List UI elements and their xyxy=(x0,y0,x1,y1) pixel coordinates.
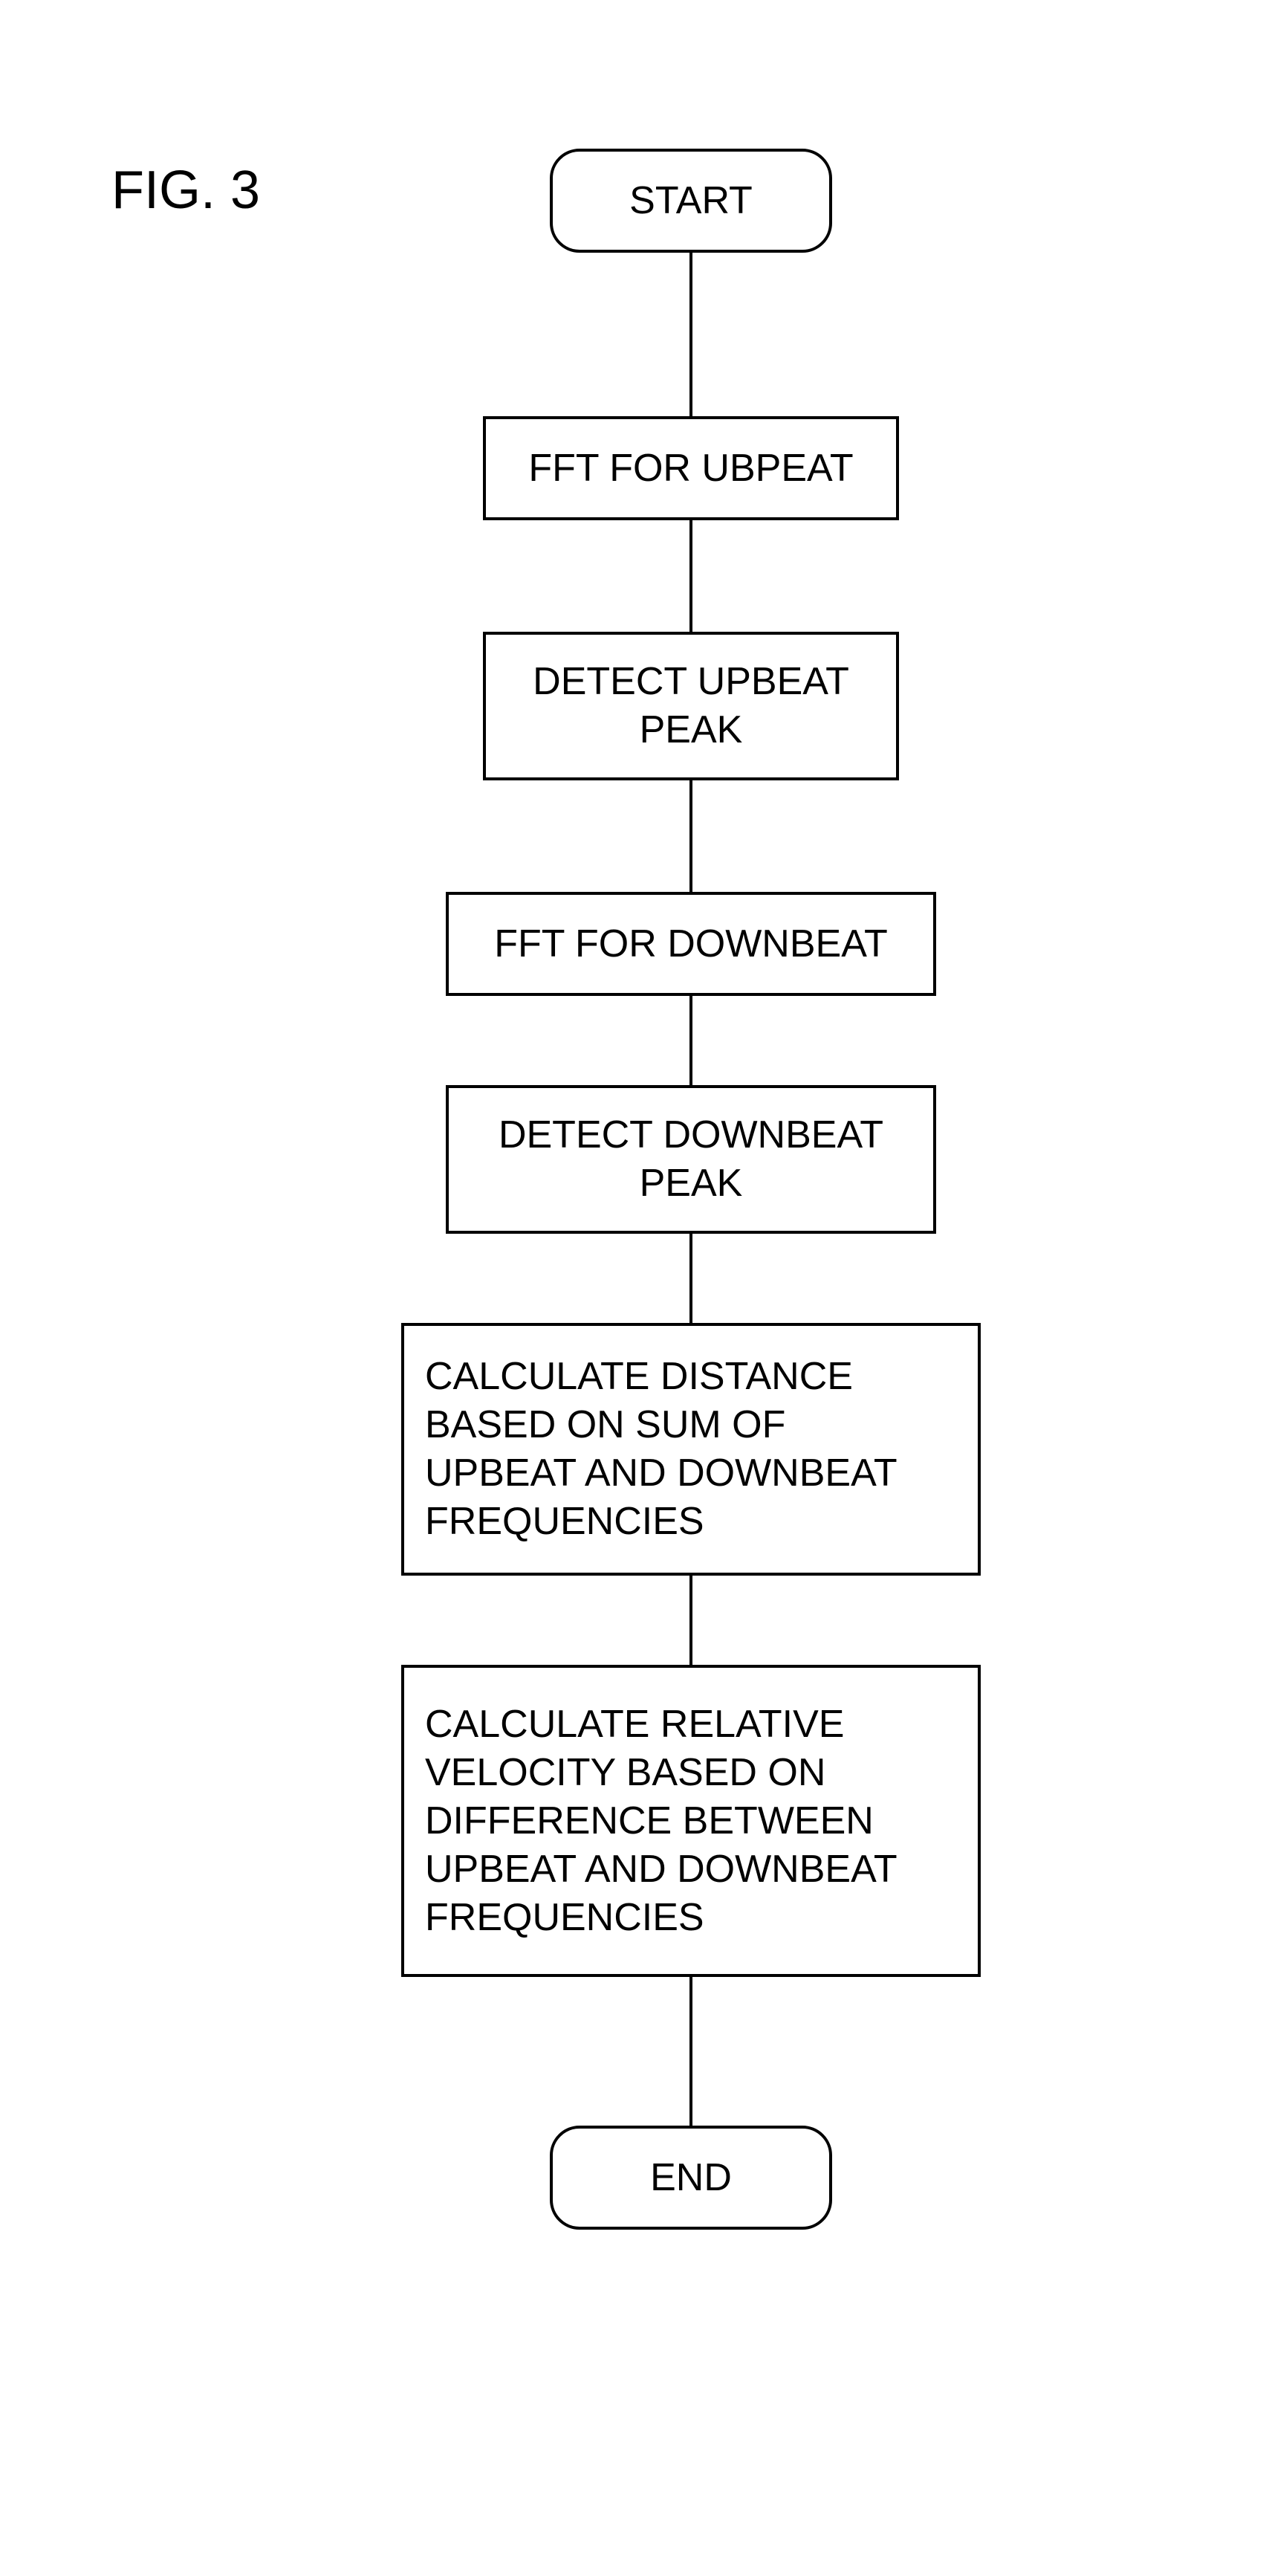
flow-node-label-detect-upbeat-peak: DETECT UPBEATPEAK xyxy=(533,658,849,754)
flow-node-calc-velocity: CALCULATE RELATIVEVELOCITY BASED ONDIFFE… xyxy=(401,1665,981,1977)
flow-node-fft-downbeat: FFT FOR DOWNBEAT xyxy=(446,892,936,996)
flow-node-end: END xyxy=(550,2126,832,2230)
connector-after-fft-downbeat xyxy=(689,996,692,1085)
flow-node-calc-distance: CALCULATE DISTANCEBASED ON SUM OFUPBEAT … xyxy=(401,1323,981,1576)
flow-node-fft-upbeat: FFT FOR UBPEAT xyxy=(483,416,899,520)
flow-node-detect-downbeat-peak: DETECT DOWNBEATPEAK xyxy=(446,1085,936,1234)
flowchart-container: START FFT FOR UBPEAT DETECT UPBEATPEAK FFT … xyxy=(401,149,981,2230)
connector-after-calc-distance xyxy=(689,1576,692,1665)
connector-after-detect-upbeat-peak xyxy=(689,780,692,892)
flow-node-detect-upbeat-peak: DETECT UPBEATPEAK xyxy=(483,632,899,780)
figure-label: FIG. 3 xyxy=(111,160,260,221)
flow-node-label-start: START xyxy=(629,177,753,225)
flow-node-label-fft-downbeat: FFT FOR DOWNBEAT xyxy=(494,920,888,968)
flow-node-start: START xyxy=(550,149,832,253)
connector-after-fft-upbeat xyxy=(689,520,692,632)
connector-after-detect-downbeat-peak xyxy=(689,1234,692,1323)
flow-node-label-calc-velocity: CALCULATE RELATIVEVELOCITY BASED ONDIFFE… xyxy=(425,1700,898,1942)
flow-node-label-end: END xyxy=(650,2154,732,2202)
connector-after-calc-velocity xyxy=(689,1977,692,2126)
flow-node-label-detect-downbeat-peak: DETECT DOWNBEATPEAK xyxy=(499,1111,883,1208)
connector-after-start xyxy=(689,253,692,416)
flow-node-label-calc-distance: CALCULATE DISTANCEBASED ON SUM OFUPBEAT … xyxy=(425,1353,898,1546)
flow-node-label-fft-upbeat: FFT FOR UBPEAT xyxy=(528,444,853,493)
